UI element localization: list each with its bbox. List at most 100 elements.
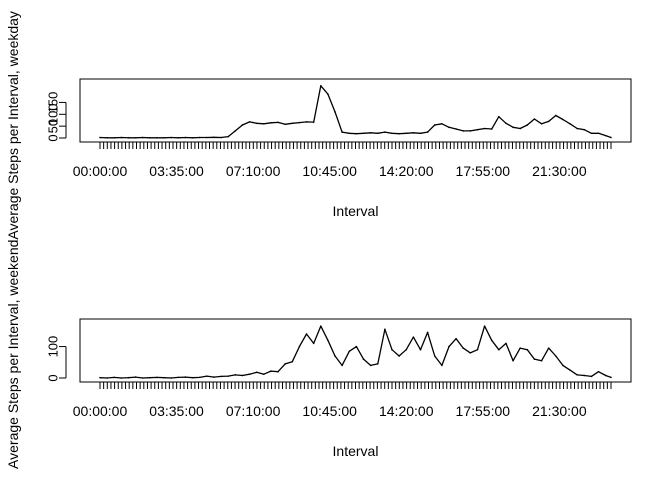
data-point-2-17: [220, 375, 222, 378]
data-point-2-69: [590, 375, 593, 378]
data-point-1-1: [106, 136, 108, 139]
data-point-1-57: [505, 122, 507, 125]
data-point-1-59: [519, 127, 521, 130]
plot-box-2: [79, 318, 632, 383]
data-point-1-44: [412, 131, 415, 134]
data-point-1-41: [391, 132, 393, 135]
data-point-2-40: [384, 328, 386, 331]
data-point-2-6: [141, 377, 144, 379]
data-point-2-18: [227, 375, 229, 377]
data-point-1-20: [241, 124, 244, 126]
data-point-1-16: [213, 136, 215, 139]
data-point-2-65: [562, 364, 564, 367]
y-tick-label-2-1: 100: [46, 336, 61, 358]
data-point-1-6: [141, 136, 144, 139]
data-point-2-53: [476, 348, 479, 351]
series-line-1: [99, 85, 612, 139]
data-point-2-68: [583, 374, 586, 377]
data-point-1-31: [319, 85, 322, 87]
data-point-1-72: [610, 136, 612, 139]
data-point-2-57: [505, 342, 507, 345]
data-point-2-8: [156, 376, 158, 379]
x-tick-label-1-5: 17:55:00: [456, 163, 511, 179]
data-point-2-5: [134, 376, 137, 378]
data-point-2-60: [526, 348, 529, 351]
data-point-2-10: [170, 377, 173, 379]
data-point-1-36: [355, 132, 358, 135]
data-point-2-58: [512, 359, 514, 362]
x-tick-label-1-3: 10:45:00: [302, 163, 357, 179]
data-point-2-43: [405, 348, 408, 351]
data-point-1-11: [177, 136, 180, 139]
data-point-2-67: [576, 374, 578, 376]
data-point-2-27: [291, 360, 294, 363]
data-point-2-20: [241, 374, 244, 377]
data-point-1-40: [384, 131, 386, 133]
data-point-2-14: [198, 376, 201, 379]
data-point-1-24: [270, 122, 272, 124]
y-tick-label-1-2: 100: [46, 103, 61, 125]
data-point-1-38: [369, 131, 372, 134]
data-point-1-70: [597, 132, 600, 135]
x-tick-label-2-3: 10:45:00: [302, 403, 357, 419]
data-point-1-35: [348, 132, 351, 135]
data-point-2-44: [412, 336, 415, 338]
data-point-2-42: [398, 355, 400, 357]
data-point-1-33: [334, 111, 336, 113]
data-point-1-8: [156, 136, 158, 139]
data-point-1-25: [277, 121, 279, 124]
data-point-2-9: [163, 376, 165, 379]
data-point-1-67: [576, 127, 578, 130]
data-point-1-61: [533, 118, 536, 120]
data-point-1-12: [184, 136, 187, 139]
data-point-1-56: [498, 115, 500, 118]
x-tick-label-2-5: 17:55:00: [456, 403, 511, 419]
data-point-2-50: [455, 337, 457, 340]
data-point-1-19: [234, 130, 237, 132]
data-point-1-71: [604, 134, 607, 137]
data-point-1-0: [99, 136, 101, 139]
data-point-2-16: [213, 376, 215, 378]
data-point-1-7: [149, 136, 151, 139]
x-axis-label-2: Interval: [333, 443, 379, 459]
data-point-1-64: [555, 114, 557, 117]
x-tick-label-1-4: 14:20:00: [379, 163, 434, 179]
data-point-1-15: [206, 136, 208, 139]
data-point-2-1: [106, 377, 108, 379]
y-tick-label-2-0: 0: [46, 374, 61, 381]
data-point-1-65: [562, 118, 564, 121]
data-point-1-60: [526, 124, 529, 126]
data-point-2-64: [555, 355, 557, 357]
x-tick-label-2-4: 14:20:00: [379, 403, 434, 419]
data-point-1-42: [398, 132, 400, 135]
data-point-2-21: [248, 373, 251, 376]
data-point-2-12: [184, 376, 187, 378]
data-point-2-63: [547, 347, 550, 349]
x-tick-label-2-1: 03:35:00: [149, 403, 204, 419]
data-point-2-72: [610, 376, 612, 379]
series-line-2: [99, 325, 612, 379]
data-point-1-53: [476, 128, 479, 131]
data-point-1-23: [263, 122, 265, 125]
data-point-2-29: [305, 333, 308, 335]
plot-box-1: [79, 78, 632, 143]
data-point-2-33: [334, 355, 336, 357]
data-point-1-63: [547, 120, 550, 123]
data-point-1-54: [483, 127, 486, 130]
data-point-1-18: [227, 135, 229, 138]
x-axis-label-1: Interval: [333, 203, 379, 219]
data-point-1-22: [255, 122, 258, 125]
data-point-2-49: [448, 345, 450, 348]
data-point-1-28: [298, 121, 301, 124]
data-point-2-28: [298, 345, 301, 348]
data-point-2-39: [376, 363, 379, 365]
data-point-1-55: [490, 128, 493, 130]
data-point-2-71: [604, 374, 607, 377]
data-point-2-47: [433, 355, 436, 357]
data-point-2-11: [177, 376, 180, 379]
data-point-2-62: [540, 359, 543, 362]
x-tick-label-1-0: 00:00:00: [73, 163, 128, 179]
data-point-2-7: [149, 376, 151, 379]
data-point-1-58: [512, 126, 514, 129]
data-point-2-52: [469, 352, 472, 354]
